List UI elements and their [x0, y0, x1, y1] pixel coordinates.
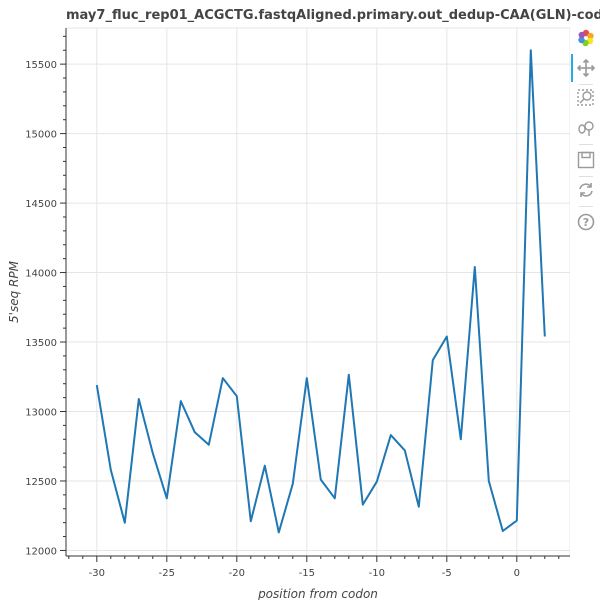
y-tick-label: 15000: [25, 130, 57, 141]
series-layer: [95, 49, 546, 534]
chart-title: may7_fluc_rep01_ACGCTG.fastqAligned.prim…: [66, 8, 600, 23]
toolbar-separator: [579, 176, 593, 177]
toolbar-separator: [579, 84, 593, 85]
y-tick-label: 14500: [25, 199, 57, 210]
x-tick-label: -25: [159, 568, 175, 579]
save-icon[interactable]: [571, 148, 600, 172]
pan-icon[interactable]: [571, 56, 600, 80]
y-tick-label: 12000: [25, 546, 57, 557]
y-tick-label: 12500: [25, 477, 57, 488]
x-tick-label: -10: [369, 568, 385, 579]
y-tick-label: 14000: [25, 269, 57, 280]
help-icon[interactable]: ?: [571, 210, 600, 234]
x-tick-label: -5: [442, 568, 452, 579]
x-tick-label: -30: [89, 568, 105, 579]
x-tick-label: 0: [514, 568, 520, 579]
y-axis-label: 5'seq RPM: [7, 260, 21, 323]
plot-frame: [65, 27, 570, 557]
series-line: [95, 49, 546, 534]
wheel-zoom-icon[interactable]: [571, 116, 600, 140]
y-tick-label: 15500: [25, 60, 57, 71]
grid: [66, 28, 570, 556]
x-tick-label: -15: [299, 568, 315, 579]
axes: -30 -25 -20 -15 -10 -5 0 12000 12500 13000 13500 14…: [25, 28, 570, 579]
active-tool-indicator: [571, 54, 573, 82]
y-tick-label: 13500: [25, 338, 57, 349]
x-tick-label: -20: [229, 568, 245, 579]
toolbar-separator: [579, 206, 593, 207]
toolbar: ?: [571, 26, 600, 246]
reset-icon[interactable]: [571, 178, 600, 202]
toolbar-separator: [579, 144, 593, 145]
x-axis-label: position from codon: [257, 587, 378, 600]
svg-text:?: ?: [582, 216, 588, 229]
y-tick-label: 13000: [25, 407, 57, 418]
box-zoom-icon[interactable]: [571, 86, 600, 110]
bokeh-logo-icon[interactable]: [571, 26, 600, 50]
chart-canvas: -30 -25 -20 -15 -10 -5 0 12000 12500 13000 13500 14…: [7, 27, 570, 600]
